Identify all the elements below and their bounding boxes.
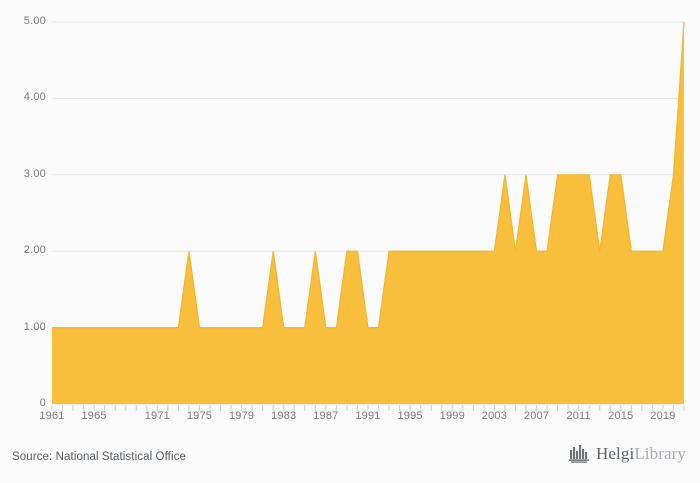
x-axis-tick-label: 1999 [439, 410, 465, 422]
bar-chart-logo-icon [569, 445, 590, 463]
x-axis-tick-label: 1979 [228, 410, 255, 422]
y-axis-tick-label: 3.00 [23, 167, 46, 180]
x-axis-tick-label: 1991 [355, 410, 381, 422]
source-note: Source: National Statistical Office [12, 451, 186, 463]
x-axis-tick-label: 1965 [81, 410, 107, 422]
brand-wordmark: HelgiLibrary [596, 444, 686, 464]
area-series-fill [52, 22, 684, 404]
x-axis-tick-label: 1961 [39, 410, 65, 422]
brand-name-light: Library [634, 444, 686, 463]
x-axis-ticks-group [51, 405, 685, 411]
x-axis-tick-label: 2003 [481, 410, 508, 422]
x-axis-tick-label: 1975 [186, 410, 213, 422]
x-axis-tick-label: 2019 [650, 410, 676, 422]
x-axis-tick-label: 2011 [566, 410, 591, 422]
x-axis-tick-label: 1987 [313, 410, 339, 422]
x-axis-labels: 1961 1965 1971 1975 1979 1983 1987 1991 1995 1999… [0, 410, 700, 430]
area-series-line [52, 21, 685, 329]
y-axis-tick-label: 4.00 [23, 91, 46, 104]
x-axis-tick-label: 1971 [144, 410, 170, 422]
chart-footer: Source: National Statistical Office Helg… [0, 430, 700, 483]
y-axis-tick-label: 0 [39, 397, 46, 409]
y-axis-labels: 5.00 4.00 3.00 2.00 1.00 0 [0, 0, 46, 483]
x-axis-tick-label: 2007 [523, 410, 550, 422]
brand-name-bold: Helgi [596, 444, 635, 463]
x-axis-tick-label: 1983 [271, 410, 297, 422]
x-axis-tick-label: 2015 [608, 410, 634, 422]
y-axis-tick-label: 1.00 [23, 320, 46, 333]
y-axis-tick-label: 2.00 [23, 244, 46, 257]
y-axis-tick-label: 5.00 [23, 15, 46, 27]
x-axis-tick-label: 1995 [397, 410, 423, 422]
helgi-library-logo[interactable]: HelgiLibrary [568, 444, 686, 464]
